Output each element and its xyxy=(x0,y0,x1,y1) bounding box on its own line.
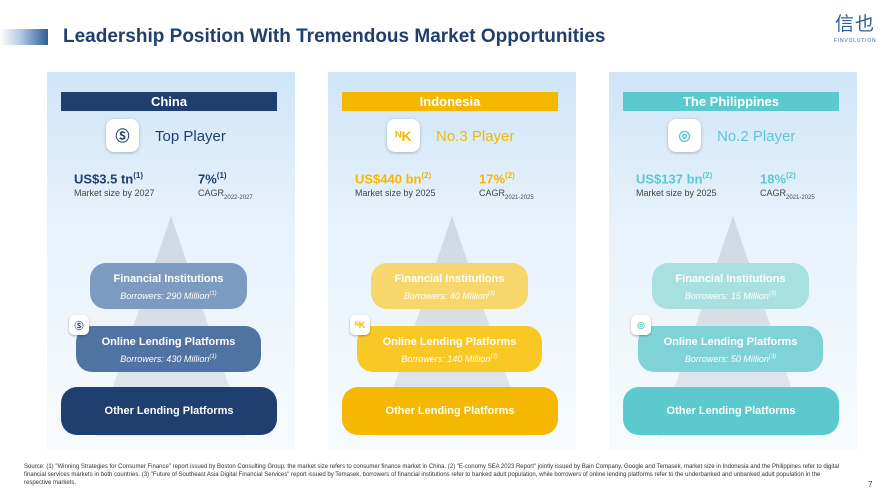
borrowers-text: Borrowers: 50 Million xyxy=(684,354,769,364)
rank-label: No.2 Player xyxy=(717,128,796,145)
indonesia-app-small-icon: ᴺK xyxy=(350,315,370,335)
app-icon-glyph: ᴺK xyxy=(395,127,412,144)
source-footnote: Source: (1) "Winning Strategies for Cons… xyxy=(24,464,840,486)
philippines-app-icon: ◎ xyxy=(668,119,701,152)
tier-financial-institutions: Financial Institutions Borrowers: 40 Mil… xyxy=(371,263,528,309)
tier-name: Online Lending Platforms xyxy=(382,336,517,348)
cagr-period: 2022-2027 xyxy=(224,194,253,201)
tier-financial-institutions: Financial Institutions Borrowers: 290 Mi… xyxy=(90,263,247,309)
app-icon-glyph: ◎ xyxy=(678,127,691,143)
cagr-value: 7%(1) xyxy=(198,171,227,186)
small-icon-glyph: Ⓢ xyxy=(74,320,84,331)
cagr-amount: 17% xyxy=(479,171,506,187)
market-size-note: (1) xyxy=(133,171,144,180)
cagr-period: 2021-2025 xyxy=(505,194,534,201)
philippines-app-small-icon: ◎ xyxy=(631,315,651,335)
title-accent-bar xyxy=(0,29,48,45)
country-header: China xyxy=(61,92,277,111)
market-size-label: Market size by 2025 xyxy=(355,188,436,198)
small-icon-glyph: ᴺK xyxy=(354,320,366,330)
cagr-note: (2) xyxy=(505,171,515,180)
company-logo: 信也 FINVOLUTION xyxy=(834,14,876,50)
logo-glyphs: 信也 xyxy=(834,14,875,35)
tier-name: Financial Institutions xyxy=(675,273,786,285)
tier-online-lending-platforms: Online Lending Platforms Borrowers: 430 … xyxy=(76,326,261,372)
tier-name: Online Lending Platforms xyxy=(101,336,236,348)
borrowers-text: Borrowers: 15 Million xyxy=(684,291,769,301)
tier-other-lending-platforms: Other Lending Platforms xyxy=(61,387,277,435)
market-size-value: US$137 bn(2) xyxy=(636,171,712,186)
cagr-label: CAGR2021-2025 xyxy=(760,188,815,201)
cagr-label: CAGR2021-2025 xyxy=(479,188,534,201)
market-size-amount: US$137 bn xyxy=(636,171,703,187)
market-size-label: Market size by 2025 xyxy=(636,188,717,198)
app-icon-glyph: Ⓢ xyxy=(115,127,130,144)
market-size-note: (2) xyxy=(421,171,432,180)
china-app-icon: Ⓢ xyxy=(106,119,139,152)
market-size-amount: US$3.5 tn xyxy=(74,171,134,187)
market-size-value: US$3.5 tn(1) xyxy=(74,171,143,186)
cagr-amount: 18% xyxy=(760,171,787,187)
cagr-note: (2) xyxy=(786,171,796,180)
tier-borrowers: Borrowers: 50 Million(3) xyxy=(638,350,823,366)
borrowers-note: (1) xyxy=(209,291,217,297)
tier-financial-institutions: Financial Institutions Borrowers: 15 Mil… xyxy=(652,263,809,309)
tier-name: Financial Institutions xyxy=(394,273,505,285)
slide-title: Leadership Position With Tremendous Mark… xyxy=(63,26,606,47)
market-size-value: US$440 bn(2) xyxy=(355,171,431,186)
cagr-label-text: CAGR xyxy=(760,188,787,198)
borrowers-text: Borrowers: 290 Million xyxy=(120,291,210,301)
tier-borrowers: Borrowers: 140 Million(3) xyxy=(357,350,542,366)
tier-borrowers: Borrowers: 40 Million(3) xyxy=(371,287,528,303)
borrowers-text: Borrowers: 140 Million xyxy=(401,354,491,364)
panel-philippines: The Philippines ◎ No.2 Player US$137 bn(… xyxy=(609,72,857,450)
tier-other-lending-platforms: Other Lending Platforms xyxy=(623,387,839,435)
borrowers-note: (3) xyxy=(490,354,498,360)
cagr-note: (1) xyxy=(216,171,227,180)
tier-borrowers: Borrowers: 15 Million(3) xyxy=(652,287,809,303)
page-number: 7 xyxy=(868,480,873,489)
tier-other-lending-platforms: Other Lending Platforms xyxy=(342,387,558,435)
tier-name: Online Lending Platforms xyxy=(663,336,798,348)
tier-borrowers: Borrowers: 430 Million(1) xyxy=(76,350,261,366)
market-size-amount: US$440 bn xyxy=(355,171,422,187)
market-size-note: (2) xyxy=(702,171,713,180)
cagr-label-text: CAGR xyxy=(198,188,225,198)
borrowers-text: Borrowers: 430 Million xyxy=(120,354,210,364)
cagr-label-text: CAGR xyxy=(479,188,506,198)
cagr-amount: 7% xyxy=(198,171,217,187)
cagr-value: 18%(2) xyxy=(760,171,796,186)
rank-label: No.3 Player xyxy=(436,128,515,145)
market-size-label: Market size by 2027 xyxy=(74,188,155,198)
china-app-small-icon: Ⓢ xyxy=(69,315,89,335)
country-header: The Philippines xyxy=(623,92,839,111)
borrowers-note: (3) xyxy=(768,354,777,360)
logo-text: FINVOLUTION xyxy=(834,38,877,44)
borrowers-note: (1) xyxy=(209,354,217,360)
borrowers-note: (3) xyxy=(768,291,777,297)
borrowers-note: (3) xyxy=(487,291,496,297)
tier-online-lending-platforms: Online Lending Platforms Borrowers: 140 … xyxy=(357,326,542,372)
cagr-period: 2021-2025 xyxy=(786,194,815,201)
panel-indonesia: Indonesia ᴺK No.3 Player US$440 bn(2) Ma… xyxy=(328,72,576,450)
country-header: Indonesia xyxy=(342,92,558,111)
tier-name: Financial Institutions xyxy=(113,273,224,285)
cagr-label: CAGR2022-2027 xyxy=(198,188,253,201)
tier-online-lending-platforms: Online Lending Platforms Borrowers: 50 M… xyxy=(638,326,823,372)
panel-china: China Ⓢ Top Player US$3.5 tn(1) Market s… xyxy=(47,72,295,450)
rank-label: Top Player xyxy=(155,128,226,145)
indonesia-app-icon: ᴺK xyxy=(387,119,420,152)
small-icon-glyph: ◎ xyxy=(637,319,645,330)
borrowers-text: Borrowers: 40 Million xyxy=(403,291,488,301)
cagr-value: 17%(2) xyxy=(479,171,515,186)
tier-borrowers: Borrowers: 290 Million(1) xyxy=(90,287,247,303)
